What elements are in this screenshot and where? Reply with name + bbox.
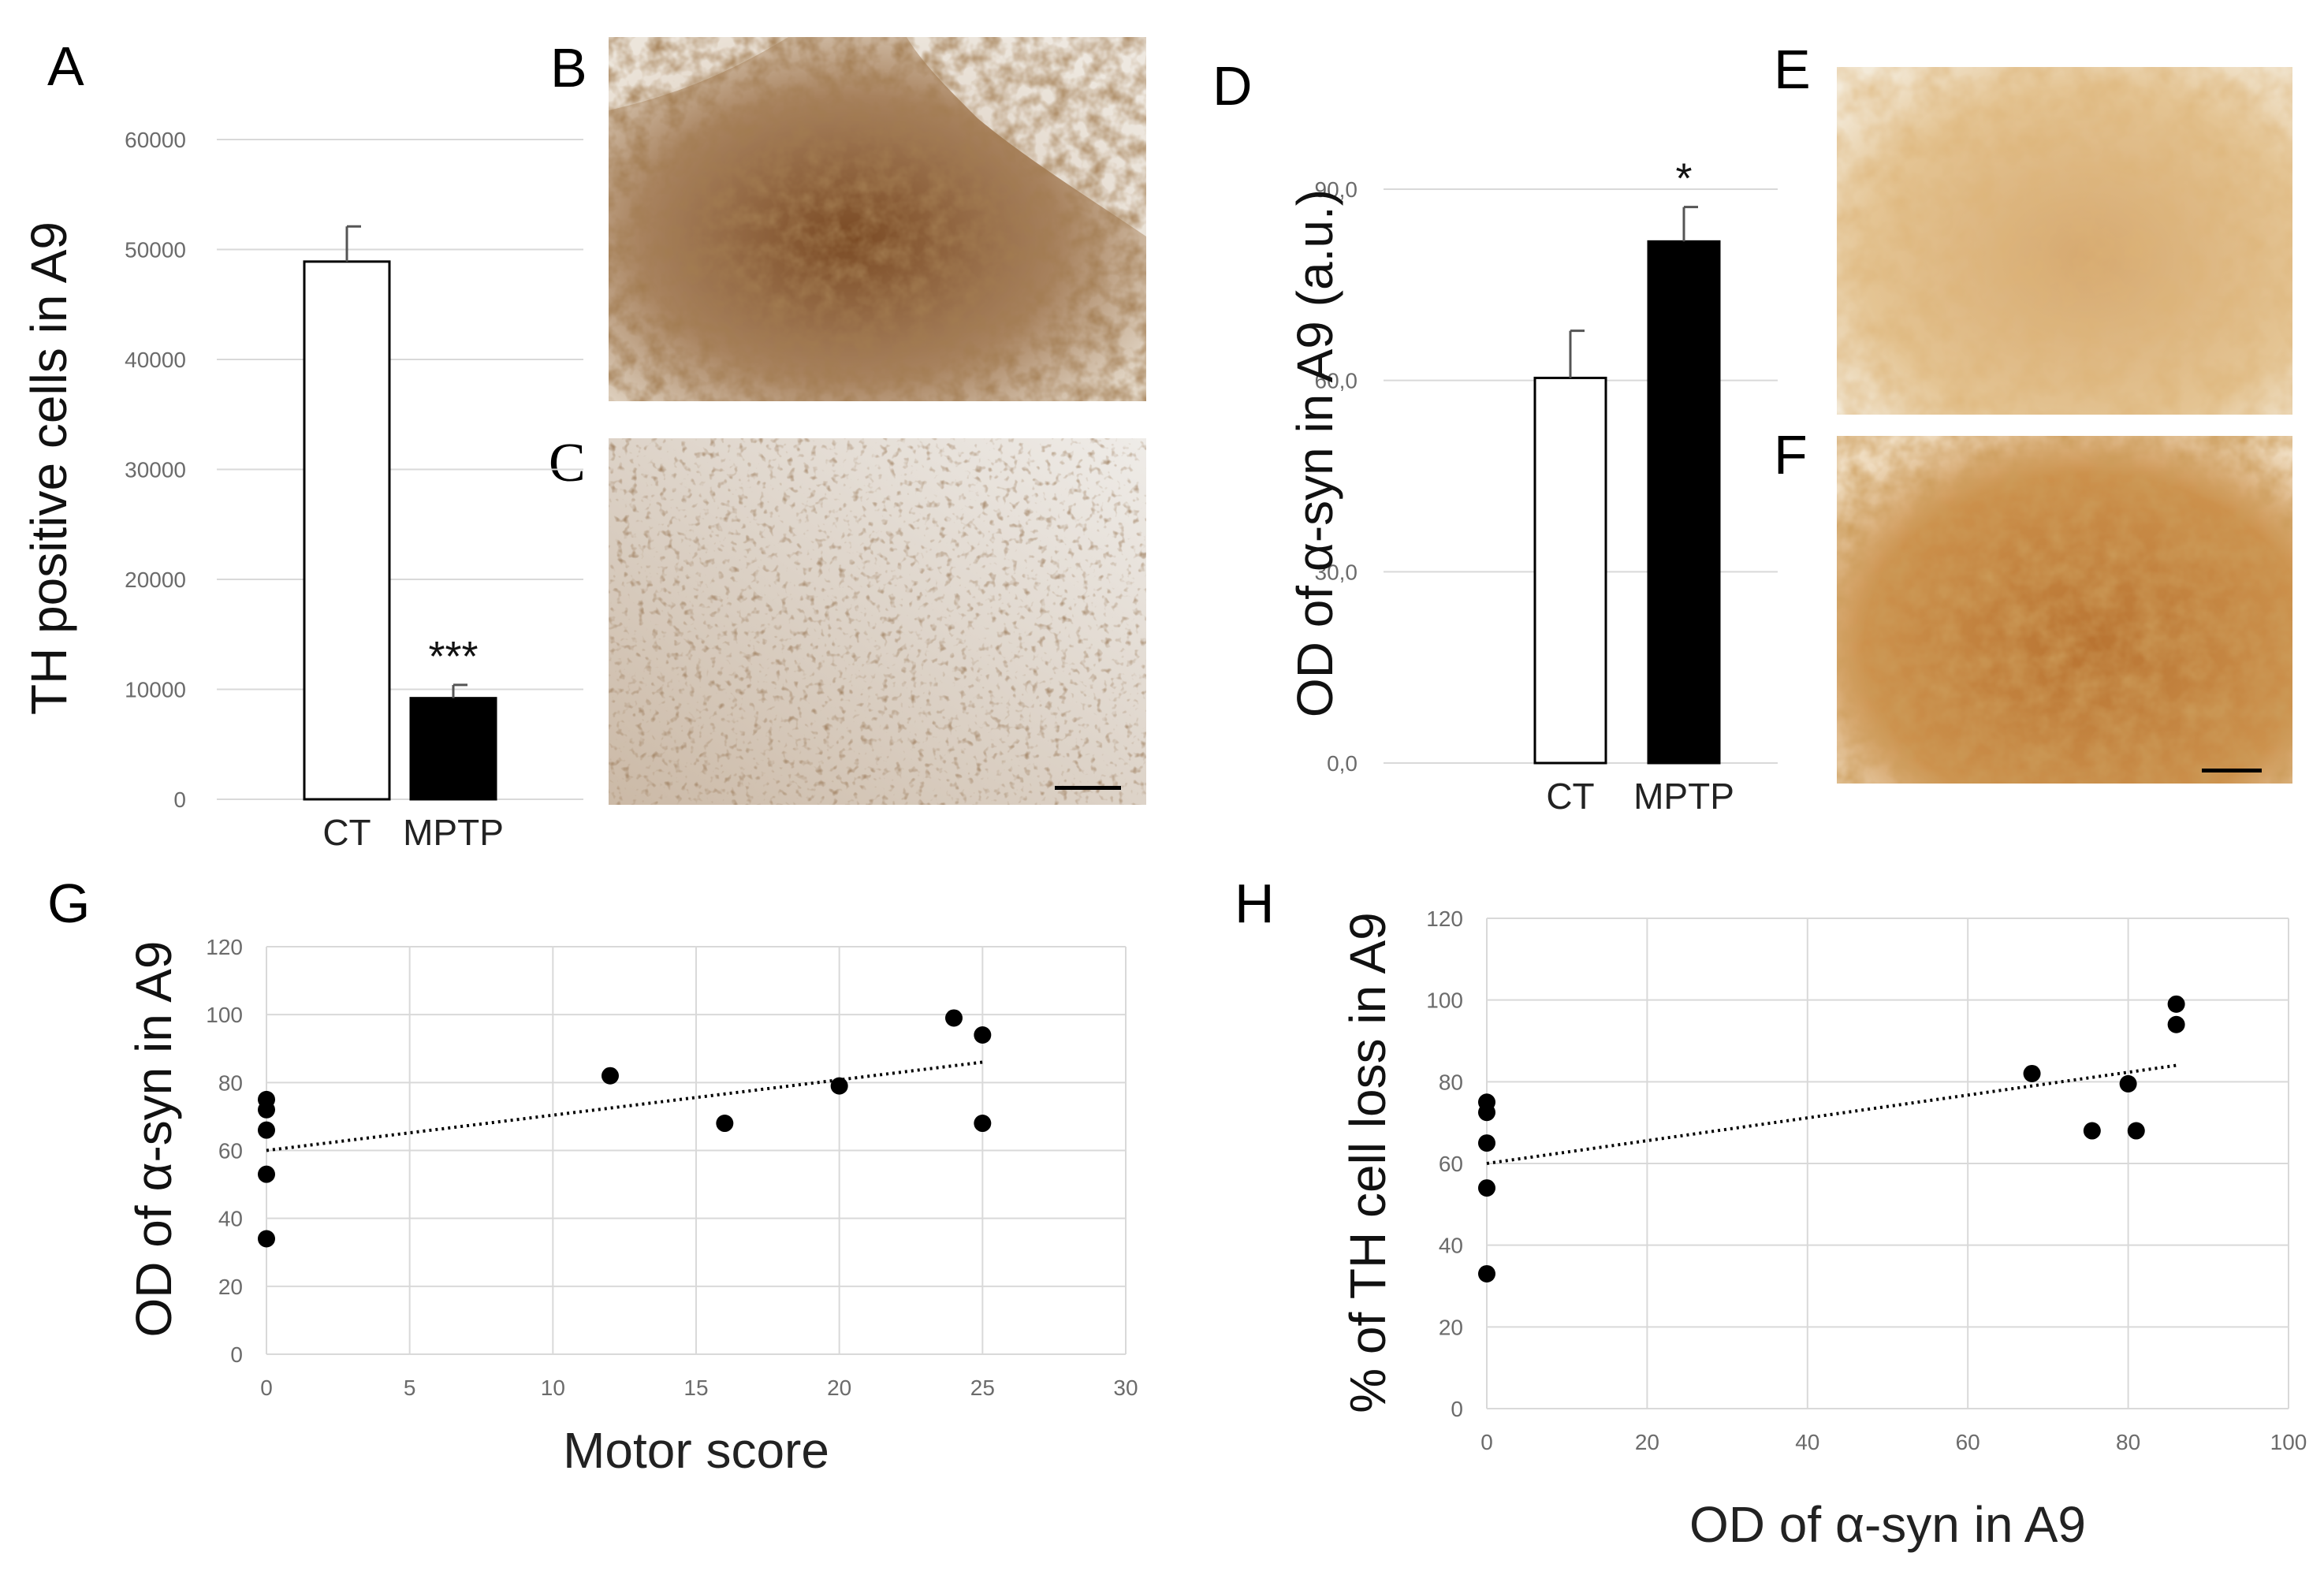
panel-letter-c: C xyxy=(549,433,586,493)
x-tick-label: 40 xyxy=(1795,1430,1819,1454)
data-point xyxy=(1478,1264,1495,1282)
y-tick-label: 0 xyxy=(230,1342,243,1367)
y-tick-label: 10000 xyxy=(125,678,186,702)
chart-d-asyn-od: 0,0 30,0 60,0 90,0 CT MPTP * OD of α-syn in A9 … xyxy=(1287,155,1778,817)
data-point xyxy=(2167,995,2185,1013)
micrograph-f xyxy=(1837,436,2292,784)
x-tick-label: 60 xyxy=(1956,1430,1980,1454)
x-tick-label: 10 xyxy=(541,1376,565,1400)
data-point xyxy=(258,1230,275,1248)
y-tick-label: 0 xyxy=(173,787,186,812)
x-tick-label: 5 xyxy=(404,1376,416,1400)
y-tick-label: 100 xyxy=(206,1003,243,1027)
y-axis-label: OD of α-syn in A9 (a.u.) xyxy=(1287,189,1343,717)
y-tick-label: 20 xyxy=(1439,1315,1463,1339)
y-tick-label: 60 xyxy=(1439,1152,1463,1176)
y-tick-label: 120 xyxy=(206,935,243,959)
data-point xyxy=(2167,1015,2185,1033)
trendline xyxy=(266,1060,983,1152)
x-tick-label: 80 xyxy=(2116,1430,2140,1454)
panel-letter-f: F xyxy=(1774,424,1808,486)
bar-ct xyxy=(303,260,391,801)
bar-mptp xyxy=(1647,240,1721,765)
data-point xyxy=(945,1009,963,1027)
panel-letter-g: G xyxy=(47,873,90,934)
data-point xyxy=(2083,1122,2101,1140)
micrograph-b-texture xyxy=(609,37,1146,401)
y-tick-label: 30,0 xyxy=(1315,560,1358,584)
data-point xyxy=(258,1121,275,1139)
y-tick-label: 60000 xyxy=(125,128,186,152)
micrograph-b xyxy=(609,37,1146,401)
panel-letter-h: H xyxy=(1235,873,1275,934)
x-tick-label: 15 xyxy=(683,1376,708,1400)
category-label: MPTP xyxy=(1633,776,1734,817)
trendline xyxy=(1486,1063,2177,1165)
significance-marker: * xyxy=(1675,155,1692,203)
data-point xyxy=(258,1165,275,1183)
chart-a-th-cells: 0 10000 20000 30000 40000 50000 60000 CT MPTP ***… xyxy=(20,128,583,853)
significance-marker: *** xyxy=(428,633,478,680)
y-tick-label: 80 xyxy=(1439,1070,1463,1094)
bar-mptp xyxy=(409,697,497,801)
x-tick-label: 20 xyxy=(827,1376,851,1400)
category-label: CT xyxy=(322,812,371,853)
y-tick-label: 0,0 xyxy=(1327,751,1358,776)
x-tick-label: 100 xyxy=(2270,1430,2307,1454)
x-axis-label: OD of α-syn in A9 xyxy=(1689,1496,2086,1553)
data-point xyxy=(1478,1179,1495,1197)
micrograph-c-texture xyxy=(609,438,1146,805)
data-point xyxy=(716,1115,734,1133)
y-tick-label: 40 xyxy=(218,1207,243,1231)
scale-bar-f xyxy=(2202,769,2262,772)
data-point xyxy=(1478,1134,1495,1152)
y-tick-label: 0 xyxy=(1451,1397,1463,1421)
x-tick-label: 25 xyxy=(970,1376,995,1400)
x-tick-label: 30 xyxy=(1113,1376,1138,1400)
y-tick-label: 90,0 xyxy=(1315,177,1358,202)
y-tick-label: 60 xyxy=(218,1139,243,1163)
scale-bar-c xyxy=(1055,786,1121,790)
y-tick-label: 120 xyxy=(1426,906,1463,931)
data-point xyxy=(974,1026,992,1044)
y-tick-label: 80 xyxy=(218,1070,243,1095)
data-point xyxy=(830,1077,848,1095)
micrograph-e xyxy=(1837,67,2292,415)
x-tick-label: 0 xyxy=(260,1376,273,1400)
y-tick-label: 20 xyxy=(218,1275,243,1299)
data-point xyxy=(601,1067,619,1085)
data-point xyxy=(974,1115,992,1133)
data-point xyxy=(2119,1074,2137,1093)
y-tick-label: 40 xyxy=(1439,1234,1463,1258)
micrograph-c xyxy=(609,438,1146,805)
bar-ct xyxy=(1533,376,1607,765)
panel-letter-b: B xyxy=(550,37,587,99)
category-label: MPTP xyxy=(403,812,504,853)
chart-g-asyn-vs-motor: 0 20 40 60 80 100 120 0 5 10 15 20 25 30 Motor score OD… xyxy=(125,935,1138,1479)
data-point xyxy=(1478,1104,1495,1122)
y-tick-label: 100 xyxy=(1426,988,1463,1013)
category-label: CT xyxy=(1546,776,1594,817)
y-axis-label: OD of α-syn in A9 xyxy=(125,941,182,1338)
micrograph-f-texture xyxy=(1837,436,2292,784)
y-tick-label: 60,0 xyxy=(1315,369,1358,393)
x-tick-label: 20 xyxy=(1635,1430,1659,1454)
y-axis-label: TH positive cells in A9 xyxy=(20,222,77,715)
data-point xyxy=(258,1100,275,1119)
panel-letter-e: E xyxy=(1774,39,1811,100)
y-tick-label: 20000 xyxy=(125,568,186,592)
y-axis-label: % of TH cell loss in A9 xyxy=(1339,912,1396,1413)
y-tick-label: 30000 xyxy=(125,458,186,482)
x-axis-label: Motor score xyxy=(563,1422,829,1479)
data-point xyxy=(2127,1122,2145,1140)
chart-h-loss-vs-asyn: 0 20 40 60 80 100 120 0 20 40 60 80 100 OD of α-syn i… xyxy=(1339,906,2307,1553)
panel-letter-d: D xyxy=(1212,55,1253,117)
x-tick-label: 0 xyxy=(1480,1430,1493,1454)
micrograph-e-texture xyxy=(1837,67,2292,415)
data-point xyxy=(2023,1064,2041,1082)
y-tick-label: 40000 xyxy=(125,348,186,372)
y-tick-label: 50000 xyxy=(125,238,186,262)
panel-letter-a: A xyxy=(47,35,84,97)
